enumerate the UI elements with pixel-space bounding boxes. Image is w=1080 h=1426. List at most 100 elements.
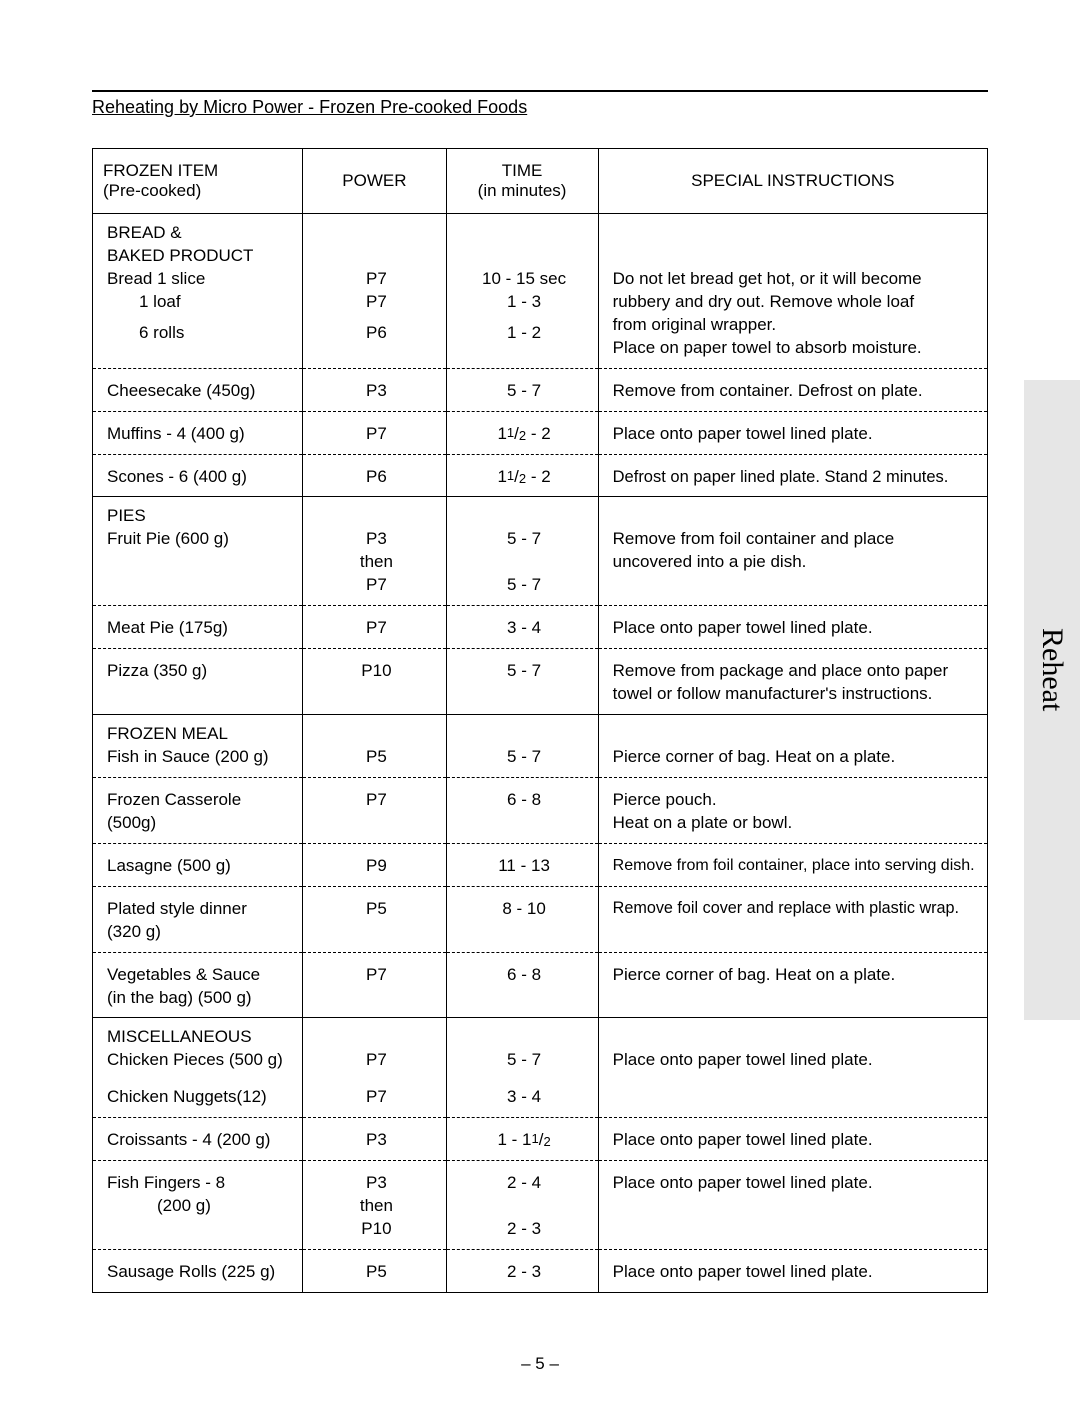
time-value: 11/2 - 2 xyxy=(446,415,598,454)
table-row: Vegetables & Sauce (in the bag) (500 g) … xyxy=(93,956,988,1018)
table-row: Frozen Casserole (500g) P7 6 - 8 Pierce … xyxy=(93,781,988,843)
time-value: 1 - 11/2 xyxy=(446,1121,598,1160)
power-value: P7 xyxy=(303,781,446,843)
instruction-text: towel or follow manufacturer's instructi… xyxy=(613,683,981,706)
col-header-power: POWER xyxy=(303,149,446,214)
power-value: P7 xyxy=(317,1086,435,1109)
title-rule xyxy=(92,90,988,94)
category-label: BAKED PRODUCT xyxy=(107,245,292,268)
table-row: Scones - 6 (400 g) P6 11/2 - 2 Defrost o… xyxy=(93,458,988,497)
item-label: 6 rolls xyxy=(107,322,292,345)
instruction-text: Place onto paper towel lined plate. xyxy=(598,1253,987,1292)
col-header-item: FROZEN ITEM (Pre-cooked) xyxy=(93,149,303,214)
table-row: BREAD & BAKED PRODUCT Bread 1 slice 1 lo… xyxy=(93,214,988,368)
instruction-text: Pierce corner of bag. Heat on a plate. xyxy=(613,746,981,769)
power-value: P7 xyxy=(317,291,435,314)
page-content: Reheating by Micro Power - Frozen Pre-co… xyxy=(0,0,1080,1293)
time-value: 6 - 8 xyxy=(446,956,598,1018)
instruction-text: Do not let bread get hot, or it will bec… xyxy=(613,268,981,291)
table-row: Cheesecake (450g) P3 5 - 7 Remove from c… xyxy=(93,372,988,411)
power-value: then xyxy=(317,1195,435,1218)
category-label: PIES xyxy=(107,505,292,528)
item-label: Chicken Pieces (500 g) xyxy=(107,1049,292,1072)
item-label: 1 loaf xyxy=(107,291,292,314)
power-value: P5 xyxy=(317,746,435,769)
item-label: (200 g) xyxy=(107,1195,292,1218)
instruction-text: Place onto paper towel lined plate. xyxy=(598,415,987,454)
power-value: P7 xyxy=(317,268,435,291)
time-value: 2 - 3 xyxy=(446,1253,598,1292)
power-value: P7 xyxy=(317,574,435,597)
page-title: Reheating by Micro Power - Frozen Pre-co… xyxy=(92,97,988,148)
time-value: 2 - 4 xyxy=(461,1172,588,1195)
power-value: then xyxy=(317,551,435,574)
instruction-text: Place onto paper towel lined plate. xyxy=(598,1164,987,1249)
item-label: (in the bag) (500 g) xyxy=(107,987,292,1010)
item-label: Frozen Casserole xyxy=(107,789,292,812)
table-row: Meat Pie (175g) P7 3 - 4 Place onto pape… xyxy=(93,609,988,648)
instruction-text: Remove from container. Defrost on plate. xyxy=(598,372,987,411)
instruction-text: Place on paper towel to absorb moisture. xyxy=(613,337,981,360)
item-label: Sausage Rolls (225 g) xyxy=(93,1253,303,1292)
category-label: BREAD & xyxy=(107,222,292,245)
item-label: (500g) xyxy=(107,812,292,835)
item-label: Plated style dinner xyxy=(107,898,292,921)
instruction-text: Place onto paper towel lined plate. xyxy=(613,1049,981,1072)
instruction-text: uncovered into a pie dish. xyxy=(613,551,981,574)
item-label: Meat Pie (175g) xyxy=(93,609,303,648)
item-label: Fish in Sauce (200 g) xyxy=(107,746,292,769)
power-value: P6 xyxy=(317,322,435,345)
item-label: Fruit Pie (600 g) xyxy=(107,528,292,551)
instruction-text: Remove from foil container, place into s… xyxy=(598,847,987,886)
time-value: 6 - 8 xyxy=(446,781,598,843)
item-label: (320 g) xyxy=(107,921,292,944)
item-label: Pizza (350 g) xyxy=(93,652,303,714)
table-header-row: FROZEN ITEM (Pre-cooked) POWER TIME (in … xyxy=(93,149,988,214)
instruction-text: rubbery and dry out. Remove whole loaf xyxy=(613,291,981,314)
item-label: Vegetables & Sauce xyxy=(107,964,292,987)
time-value: 3 - 4 xyxy=(461,1086,588,1109)
category-label: MISCELLANEOUS xyxy=(107,1026,292,1049)
power-value: P7 xyxy=(303,415,446,454)
table-row: Plated style dinner (320 g) P5 8 - 10 Re… xyxy=(93,890,988,952)
table-row: Pizza (350 g) P10 5 - 7 Remove from pack… xyxy=(93,652,988,714)
power-value: P9 xyxy=(303,847,446,886)
instruction-text: Remove from package and place onto paper xyxy=(613,660,981,683)
time-value: 2 - 3 xyxy=(461,1218,588,1241)
power-value: P5 xyxy=(303,890,446,952)
table-row: Muffins - 4 (400 g) P7 11/2 - 2 Place on… xyxy=(93,415,988,454)
table-row: PIES Fruit Pie (600 g) P3 then P7 5 - 7 … xyxy=(93,497,988,605)
power-value: P3 xyxy=(317,528,435,551)
item-label: Muffins - 4 (400 g) xyxy=(93,415,303,454)
time-value: 5 - 7 xyxy=(446,372,598,411)
time-value: 1 - 3 xyxy=(461,291,588,314)
item-label: Bread 1 slice xyxy=(107,268,292,291)
category-label: FROZEN MEAL xyxy=(107,723,292,746)
instruction-text: Defrost on paper lined plate. Stand 2 mi… xyxy=(598,458,987,497)
item-label: Croissants - 4 (200 g) xyxy=(93,1121,303,1160)
instruction-text: Pierce corner of bag. Heat on a plate. xyxy=(598,956,987,1018)
instruction-text: Heat on a plate or bowl. xyxy=(613,812,981,835)
power-value: P3 xyxy=(317,1172,435,1195)
time-value: 5 - 7 xyxy=(461,528,588,551)
table-row: Lasagne (500 g) P9 11 - 13 Remove from f… xyxy=(93,847,988,886)
power-value: P5 xyxy=(303,1253,446,1292)
time-value: 5 - 7 xyxy=(461,746,588,769)
power-value: P10 xyxy=(317,1218,435,1241)
power-value: P7 xyxy=(303,609,446,648)
col-header-time: TIME (in minutes) xyxy=(446,149,598,214)
instruction-text: Place onto paper towel lined plate. xyxy=(598,609,987,648)
col-header-instructions: SPECIAL INSTRUCTIONS xyxy=(598,149,987,214)
time-value: 3 - 4 xyxy=(446,609,598,648)
table-row: Fish Fingers - 8 (200 g) P3 then P10 2 -… xyxy=(93,1164,988,1249)
time-value: 10 - 15 sec xyxy=(461,268,588,291)
power-value: P10 xyxy=(303,652,446,714)
power-value: P7 xyxy=(303,956,446,1018)
item-label: Chicken Nuggets(12) xyxy=(107,1086,292,1109)
side-tab-label: Reheat xyxy=(1035,628,1069,711)
power-value: P6 xyxy=(303,458,446,497)
page-number: – 5 – xyxy=(521,1354,559,1374)
time-value: 11/2 - 2 xyxy=(446,458,598,497)
instruction-text: from original wrapper. xyxy=(613,314,981,337)
instruction-text: Remove from foil container and place xyxy=(613,528,981,551)
